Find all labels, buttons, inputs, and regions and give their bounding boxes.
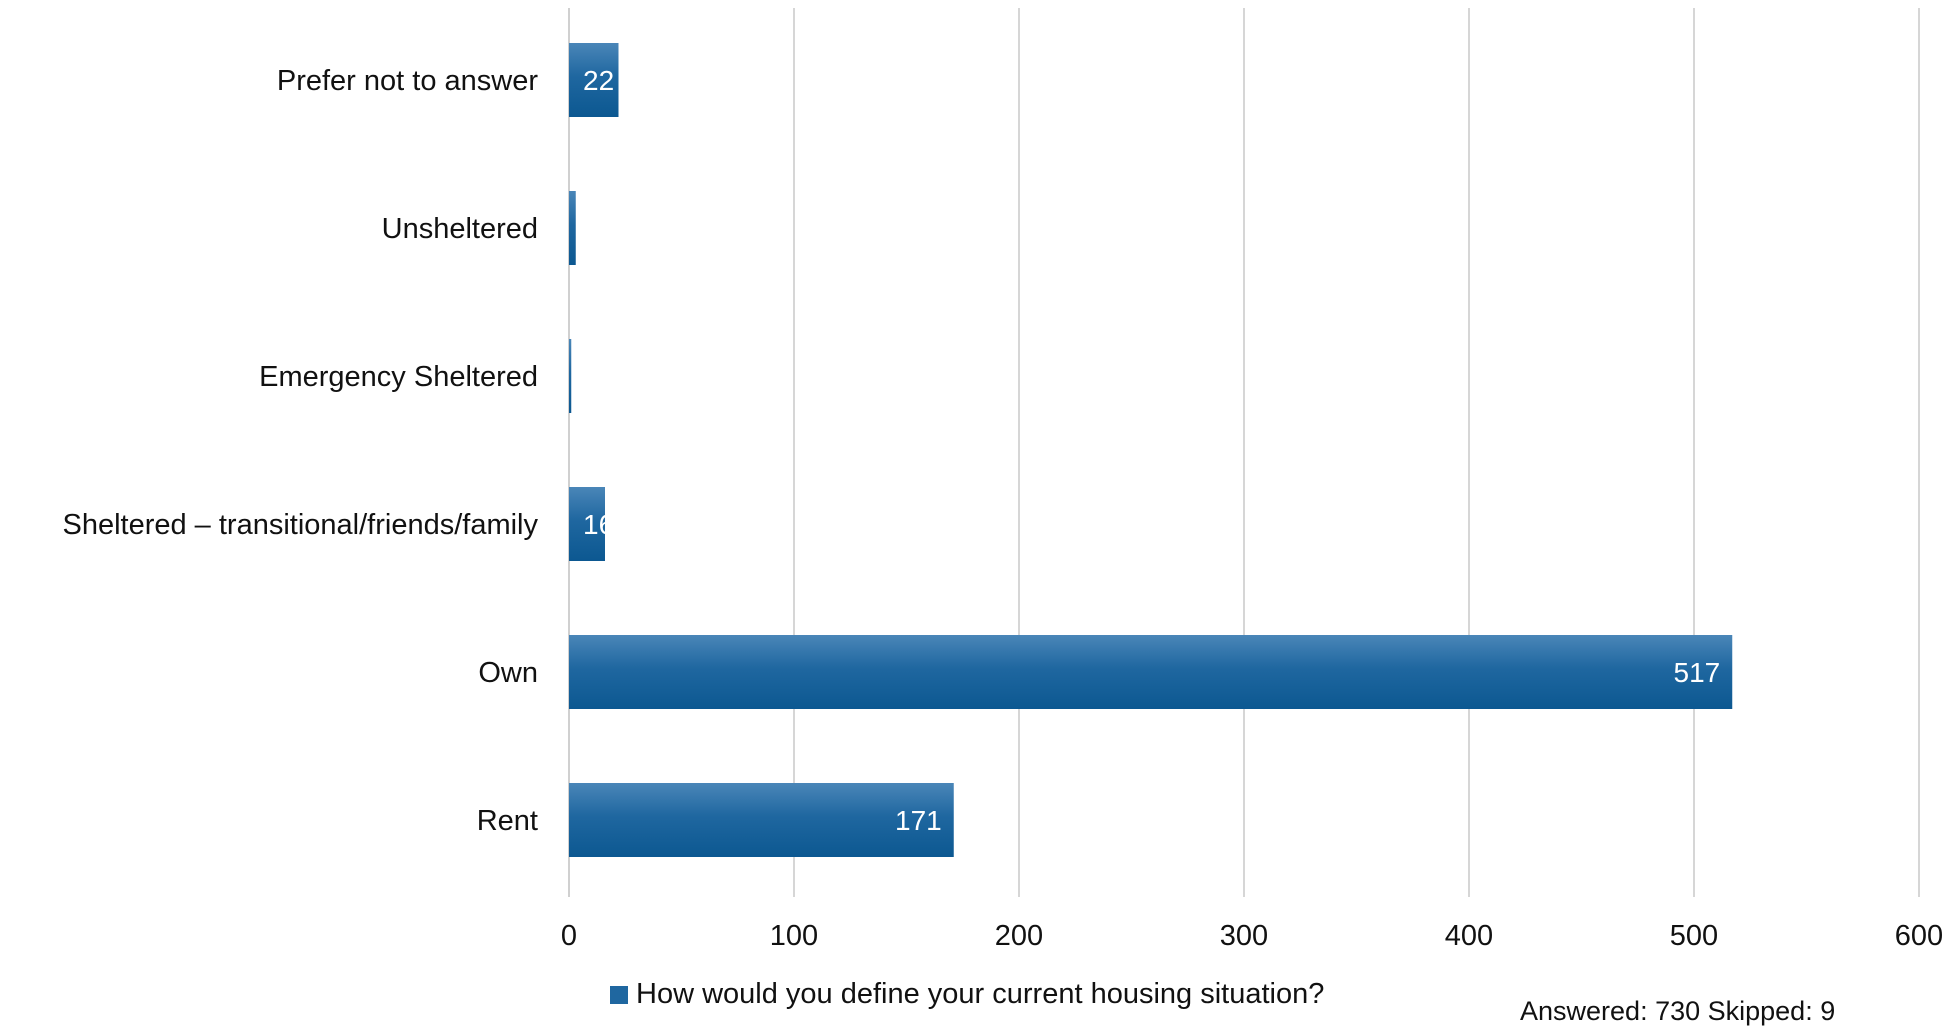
x-tick-label: 200: [995, 920, 1043, 952]
x-tick-label: 600: [1895, 920, 1943, 952]
legend-swatch: [610, 985, 628, 1004]
x-tick-label: 100: [770, 920, 818, 952]
category-label: Unsheltered: [382, 213, 538, 245]
x-tick-label: 0: [561, 920, 577, 952]
x-axis-tick-labels: 0 100 200 300 400 500 600: [561, 920, 1943, 952]
bar-data-label: 171: [895, 805, 942, 836]
x-tick-label: 500: [1670, 920, 1718, 952]
bar: [569, 487, 605, 561]
category-labels: Prefer not to answer Unsheltered Emergency…: [62, 65, 538, 837]
gridlines: [568, 8, 1920, 897]
legend: How would you define your current housin…: [610, 978, 1324, 1011]
bar: [569, 191, 576, 265]
bar-data-label: 16: [583, 509, 614, 540]
category-label: Emergency Sheltered: [259, 361, 538, 393]
x-tick-label: 400: [1445, 920, 1493, 952]
response-count-note: Answered: 730 Skipped: 9: [1520, 996, 1836, 1026]
bar: [569, 783, 954, 857]
x-tick-label: 300: [1220, 920, 1268, 952]
bar: [569, 339, 572, 413]
bar: [569, 635, 1733, 709]
bar-data-label: 22: [583, 65, 614, 96]
bar-data-label: 517: [1674, 657, 1721, 688]
bar: [569, 43, 619, 117]
bars: 22 16 517 171: [569, 43, 1733, 857]
category-label: Prefer not to answer: [277, 65, 538, 97]
category-label: Rent: [477, 805, 538, 837]
category-label: Own: [478, 657, 538, 689]
legend-label: How would you define your current housin…: [636, 978, 1325, 1010]
category-label: Sheltered – transitional/friends/family: [62, 509, 538, 541]
